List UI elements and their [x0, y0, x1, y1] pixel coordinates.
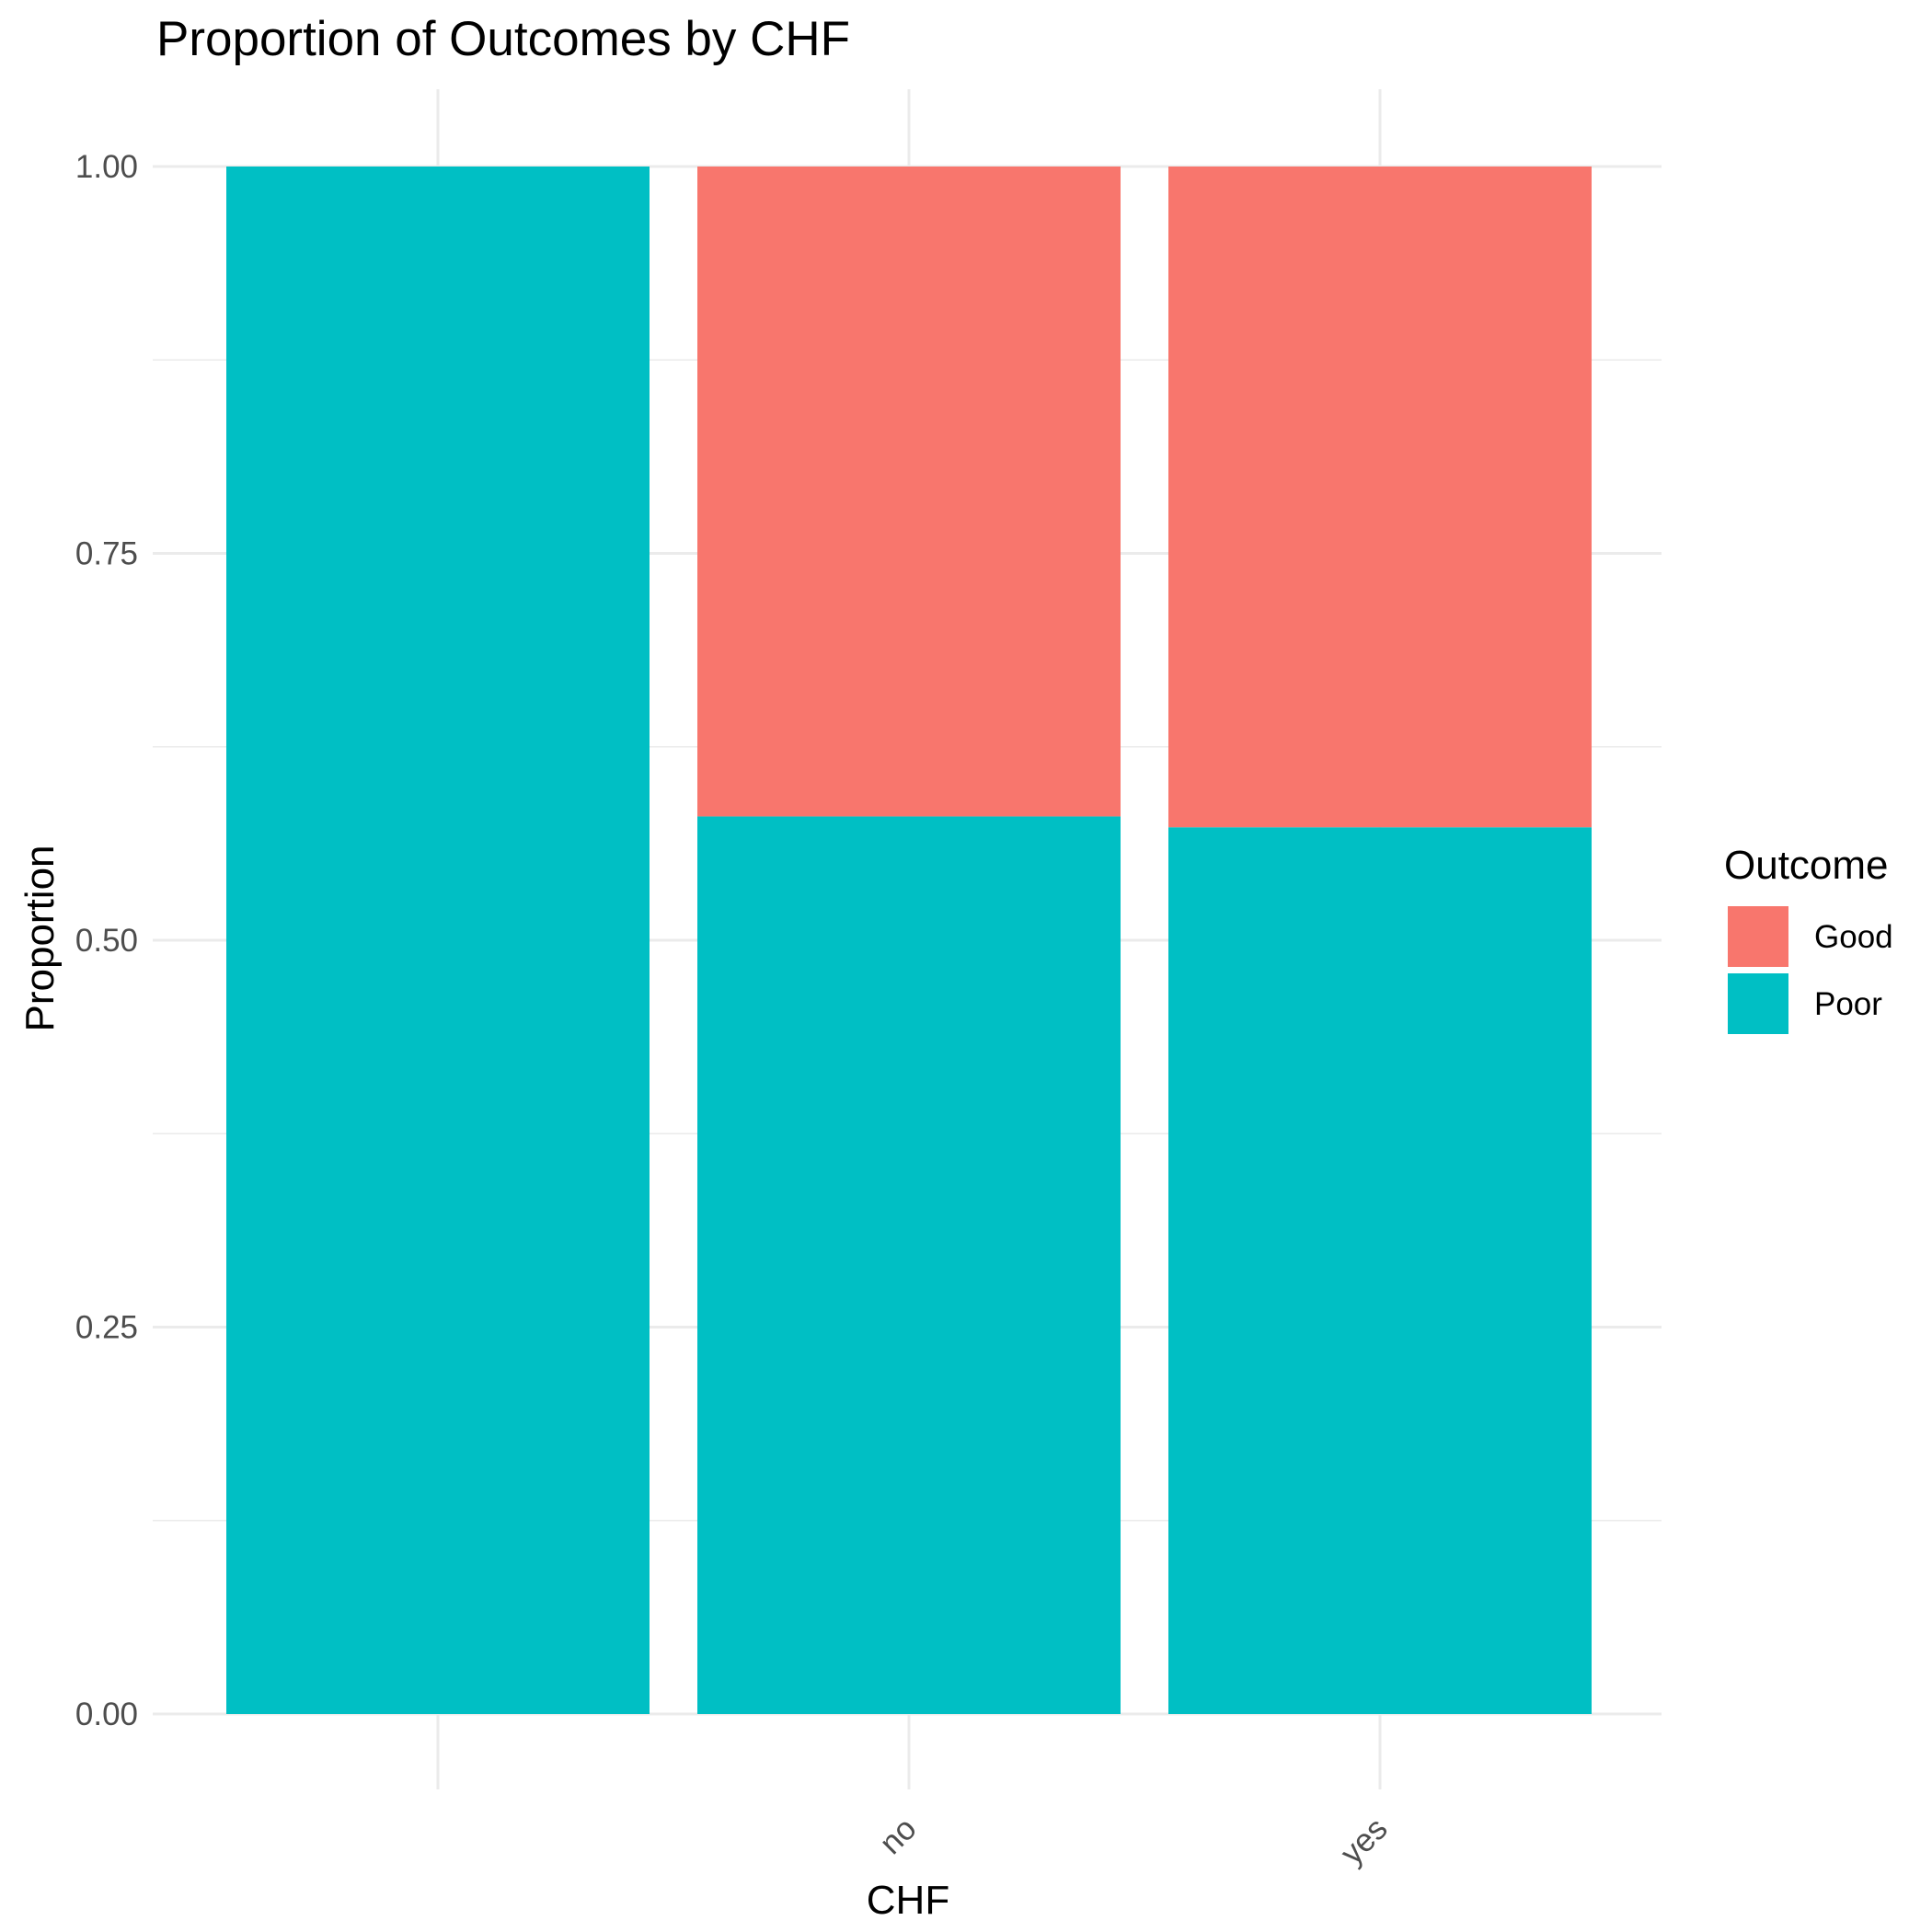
y-tick-label: 0.75: [75, 536, 138, 572]
y-axis-ticks: 0.00 0.25 0.50 0.75 1.00: [75, 149, 138, 1732]
bar-poor-na: [226, 167, 650, 1714]
y-axis-title: Proportion: [17, 845, 63, 1031]
bar-good-no: [697, 167, 1121, 817]
chart-title: Proportion of Outcomes by CHF: [156, 12, 850, 66]
x-tick-label: yes: [1334, 1811, 1395, 1871]
y-tick-label: 1.00: [75, 149, 138, 185]
y-tick-label: 0.00: [75, 1696, 138, 1732]
x-tick-label: no: [873, 1811, 924, 1861]
x-axis-ticks: no yes: [873, 1811, 1395, 1871]
legend-key-good: [1728, 906, 1788, 967]
y-tick-label: 0.25: [75, 1310, 138, 1346]
legend: Outcome Good Poor: [1724, 843, 1893, 1034]
x-axis-title: CHF: [867, 1878, 949, 1923]
legend-key-poor: [1728, 973, 1788, 1034]
y-tick-label: 0.50: [75, 923, 138, 959]
legend-title: Outcome: [1724, 843, 1889, 888]
legend-items: Good Poor: [1728, 906, 1893, 1034]
legend-label-good: Good: [1814, 919, 1893, 955]
legend-label-poor: Poor: [1814, 986, 1882, 1022]
bar-poor-no: [697, 816, 1121, 1714]
bar-poor-yes: [1168, 827, 1592, 1714]
bar-good-yes: [1168, 167, 1592, 828]
bars: [226, 167, 1592, 1714]
